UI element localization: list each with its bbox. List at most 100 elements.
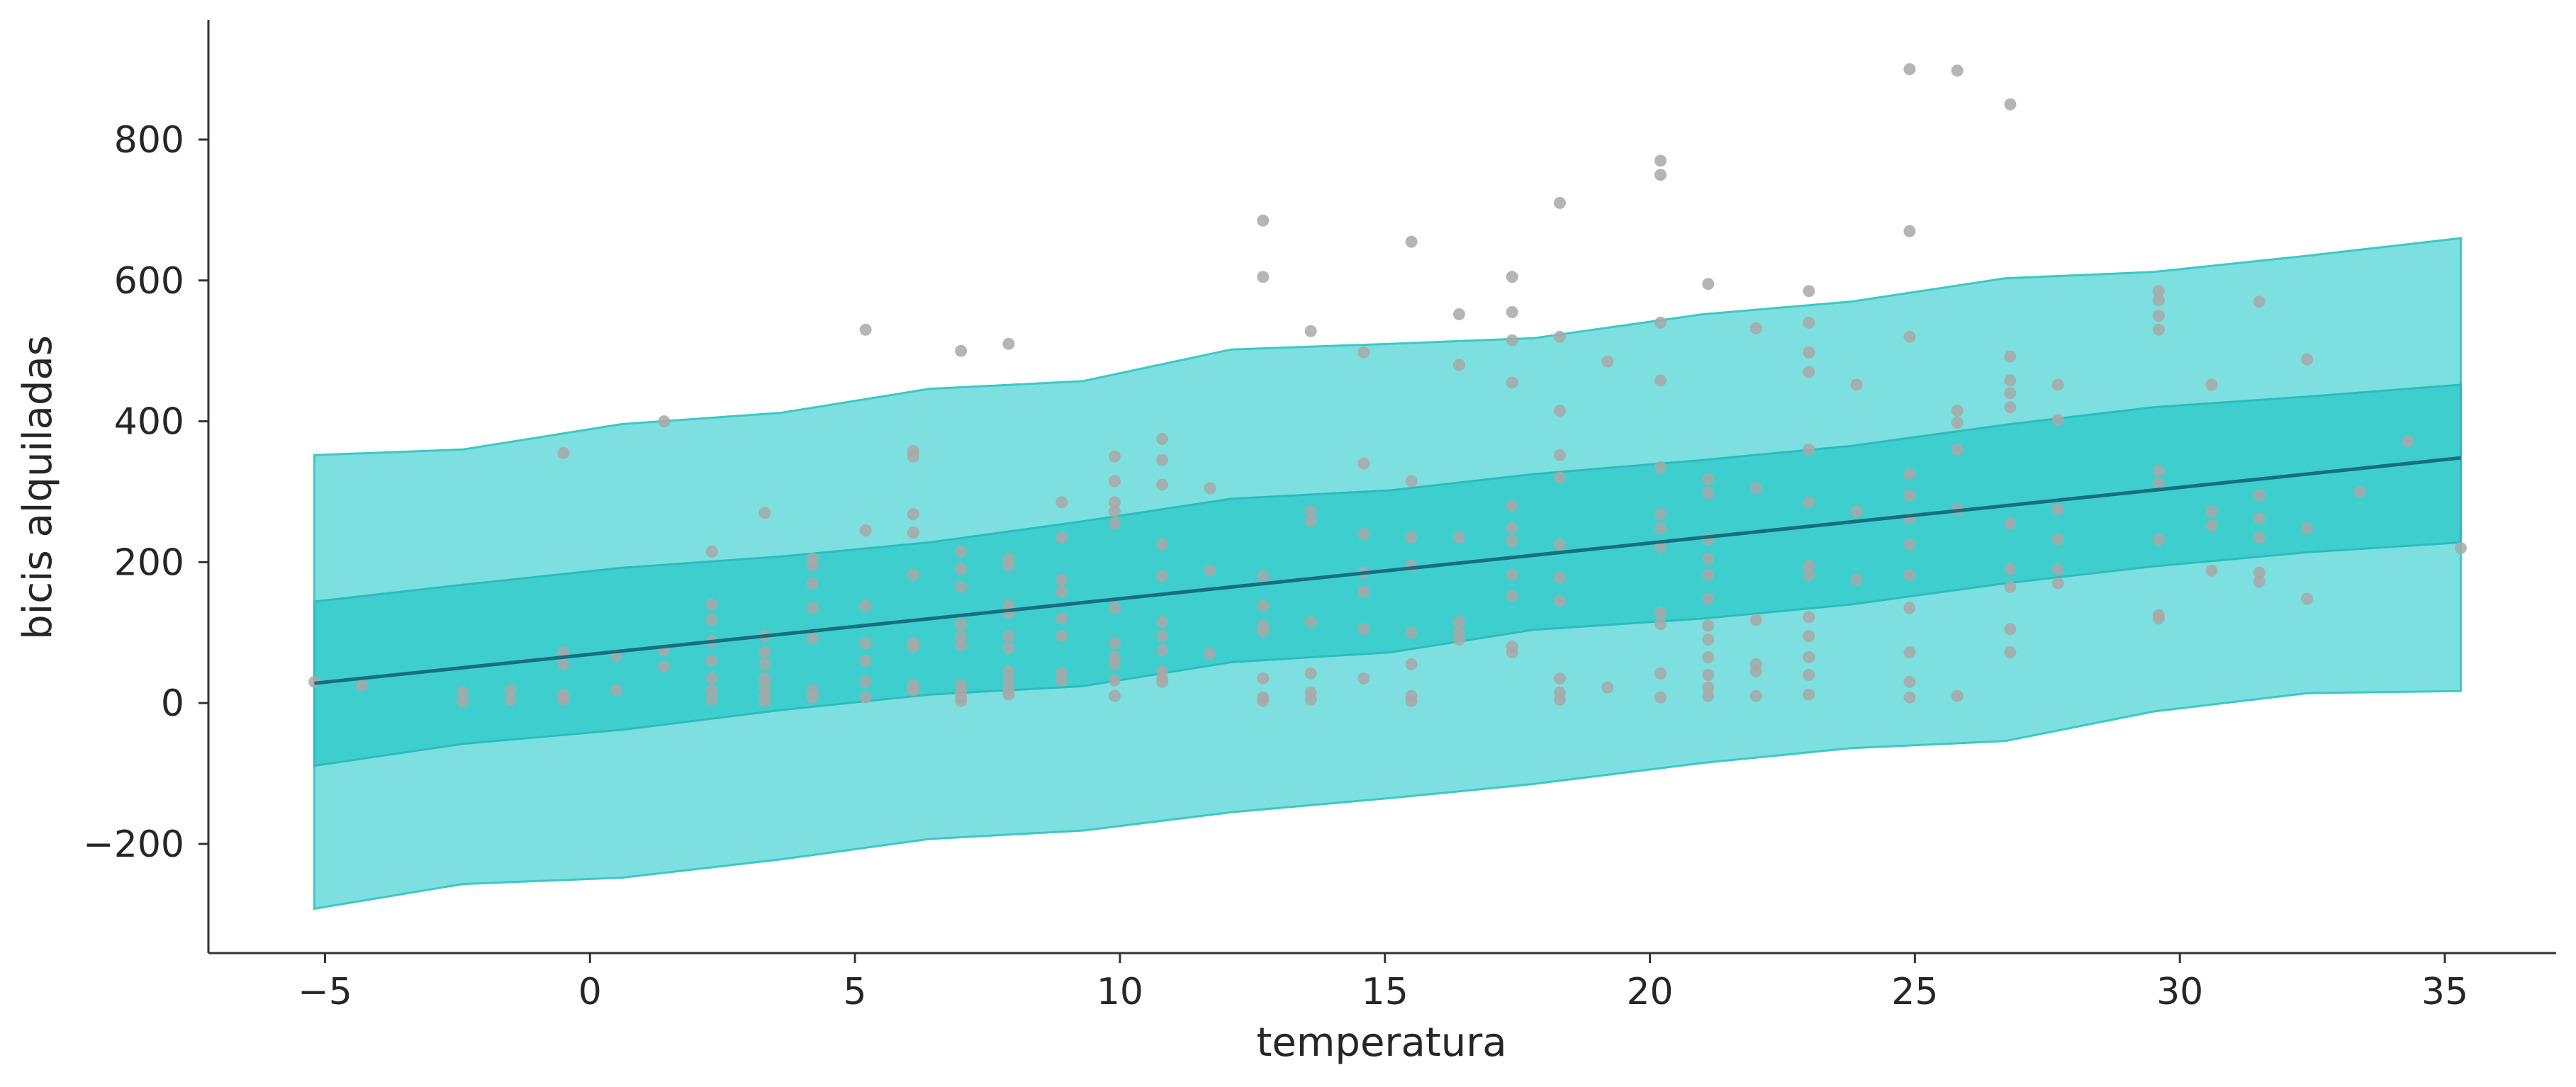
data-point [1951,689,1964,702]
data-point [955,639,968,652]
data-point [1803,496,1815,509]
data-point [907,508,919,521]
data-point [2205,505,2218,518]
data-point [1405,475,1418,488]
data-point [758,507,771,519]
x-tick-label: 35 [2421,971,2468,1013]
data-point [705,545,718,558]
data-point [1903,225,1916,237]
data-point [2004,374,2017,387]
data-point [1554,571,1566,584]
data-point [1702,681,1715,694]
data-point [2353,485,2366,498]
data-point [1654,691,1667,704]
data-point [1903,602,1916,614]
data-point [1803,668,1815,681]
data-point [1702,619,1715,632]
data-point [1702,487,1715,500]
data-point [1903,675,1916,688]
data-point [2205,519,2218,532]
data-point [705,693,718,706]
data-point [2253,489,2266,502]
data-point [2152,323,2165,336]
data-point [1108,496,1121,509]
data-point [1749,689,1762,702]
data-point [1554,405,1566,417]
data-point [1357,585,1370,598]
x-tick-label: 5 [844,971,867,1013]
data-point [1554,672,1566,685]
data-point [1702,278,1715,291]
data-point [2004,387,2017,400]
data-point [955,618,968,631]
data-point [1951,405,1964,417]
data-point [955,563,968,575]
data-point [1055,612,1068,625]
data-point [859,691,872,704]
data-point [758,672,771,685]
data-point [1850,378,1863,391]
y-tick-label: 800 [114,119,184,162]
data-point [806,577,819,590]
data-point [504,684,517,697]
data-point [457,694,469,707]
data-point [1405,531,1418,544]
data-point [1749,322,1762,334]
plot-area [308,63,2467,911]
data-point [1002,559,1015,572]
y-tick-label: 200 [114,541,184,584]
data-point [859,655,872,667]
data-point [1002,665,1015,677]
data-point [907,450,919,463]
data-point [1903,489,1916,502]
data-point [1108,658,1121,670]
data-point [1156,675,1169,688]
data-point [1156,432,1169,445]
data-point [859,524,872,537]
data-point [1803,559,1815,572]
data-point [1108,637,1121,650]
mean-line [314,456,2461,685]
y-tick-label: 400 [114,401,184,444]
data-point [1903,330,1916,343]
data-point [1452,359,1465,371]
data-point [758,658,771,670]
data-point [1803,688,1815,701]
data-point [1803,568,1815,581]
data-point [1108,602,1121,614]
data-point [1055,630,1068,643]
data-point [1405,235,1418,248]
data-point [2051,577,2064,590]
data-point [1156,644,1169,657]
data-point [1654,667,1667,680]
data-point [1506,646,1518,659]
data-point [859,323,872,336]
data-point [2253,531,2266,544]
data-point [1903,691,1916,704]
x-tick-label: 15 [1362,971,1409,1013]
x-tick-label: 25 [1891,971,1938,1013]
data-point [859,637,872,650]
data-point [2051,503,2064,516]
data-point [610,684,623,697]
data-point [955,694,968,707]
data-point [806,602,819,614]
data-point [1357,623,1370,636]
data-point [907,526,919,539]
data-point [1903,646,1916,659]
data-point [1108,689,1121,702]
data-point [1702,651,1715,663]
data-point [705,655,718,667]
data-point [1554,693,1566,706]
data-point [1204,648,1216,660]
data-point [1452,633,1465,646]
data-point [705,672,718,685]
x-tick-label: −5 [298,971,352,1013]
data-point [1601,681,1614,694]
data-point [1803,366,1815,378]
data-point [1850,573,1863,586]
data-point [2253,512,2266,525]
data-point [1204,564,1216,577]
data-point [2152,285,2165,298]
data-point [1654,374,1667,387]
